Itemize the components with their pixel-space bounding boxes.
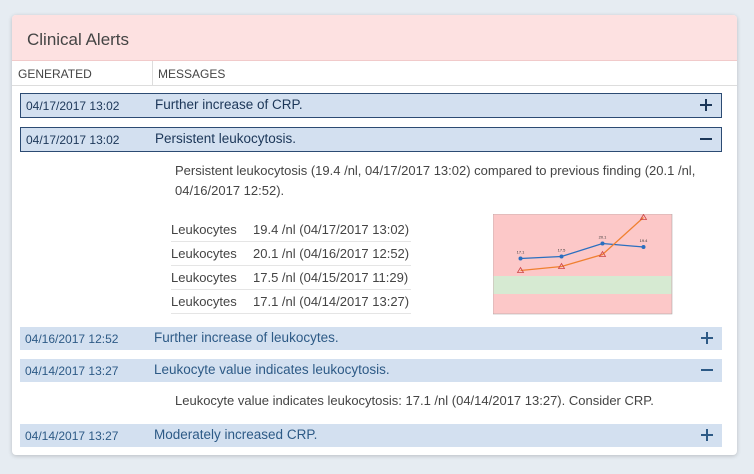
data-point <box>516 266 525 273</box>
data-point <box>639 214 648 220</box>
data-point <box>600 241 605 246</box>
data-point <box>557 262 566 269</box>
alert-row[interactable]: 04/17/2017 13:02 Further increase of CRP… <box>20 93 722 118</box>
alert-row[interactable]: 04/16/2017 12:52 Further increase of leu… <box>20 327 722 350</box>
alert-message: Further increase of leukocytes. <box>154 330 339 345</box>
trend-chart: 17.1 17.5 20.1 19.4 <box>493 214 673 315</box>
column-divider <box>152 61 153 85</box>
alert-detail: Persistent leukocytosis (19.4 /nl, 04/17… <box>175 163 696 198</box>
alert-message: Moderately increased CRP. <box>154 427 318 442</box>
expand-icon[interactable] <box>700 331 714 345</box>
data-point <box>518 256 523 261</box>
collapse-icon[interactable] <box>700 363 714 377</box>
finding-value: 20.1 /nl (04/16/2017 12:52) <box>253 241 411 266</box>
series-line <box>520 242 644 260</box>
collapse-icon[interactable] <box>699 132 713 146</box>
expand-icon[interactable] <box>700 428 714 442</box>
data-label: 20.1 <box>599 235 608 240</box>
data-label: 17.5 <box>558 248 567 253</box>
column-label[interactable]: GENERATED <box>18 67 92 81</box>
data-point <box>598 250 607 257</box>
data-point <box>559 254 564 259</box>
expand-icon[interactable] <box>699 98 713 112</box>
data-label: 17.1 <box>517 250 526 255</box>
alert-date: 04/14/2017 13:27 <box>25 364 119 378</box>
chart-background <box>493 214 673 315</box>
alert-message: Persistent leukocytosis. <box>155 131 297 146</box>
panel-title: Clinical Alerts <box>27 30 130 49</box>
finding-name: Leukocytes <box>171 241 253 266</box>
alert-message: Further increase of CRP. <box>155 97 303 112</box>
alert-date: 04/17/2017 13:02 <box>26 99 120 113</box>
findings-table: Leukocytes 19.4 /nl (04/17/2017 13:02) Le… <box>171 218 411 314</box>
alert-detail: Leukocyte value indicates leukocytosis: … <box>175 393 654 408</box>
data-point <box>641 245 646 249</box>
panel-header: Clinical Alerts <box>12 15 737 61</box>
finding-name: Leukocytes <box>171 289 253 314</box>
alert-date: 04/16/2017 12:52 <box>25 332 119 346</box>
finding-name: Leukocytes <box>171 218 253 242</box>
series-line <box>520 217 644 272</box>
finding-value: 17.1 /nl (04/14/2017 13:27) <box>253 289 411 314</box>
column-label[interactable]: MESSAGES <box>158 67 226 81</box>
alert-date: 04/14/2017 13:27 <box>25 429 119 443</box>
column-header: GENERATED MESSAGES <box>12 61 737 86</box>
alert-row[interactable]: 04/14/2017 13:27 Leukocyte value indicat… <box>20 359 722 382</box>
alert-message: Leukocyte value indicates leukocytosis. <box>154 362 390 377</box>
alert-date: 04/17/2017 13:02 <box>26 133 120 147</box>
finding-name: Leukocytes <box>171 265 253 290</box>
alert-row[interactable]: 04/17/2017 13:02 Persistent leukocytosis… <box>20 127 722 152</box>
normal-range-band <box>493 276 672 294</box>
data-label: 19.4 <box>640 238 649 243</box>
finding-value: 19.4 /nl (04/17/2017 13:02) <box>253 218 411 242</box>
alert-row[interactable]: 04/14/2017 13:27 Moderately increased CR… <box>20 424 722 447</box>
finding-value: 17.5 /nl (04/15/2017 11:29) <box>253 265 411 290</box>
